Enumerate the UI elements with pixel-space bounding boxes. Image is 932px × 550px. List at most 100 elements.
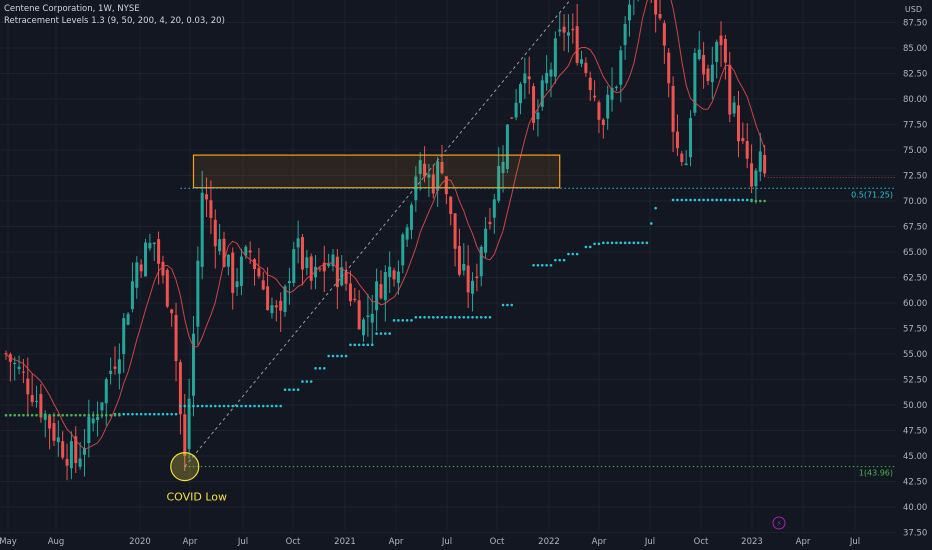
- candle-body: [540, 80, 544, 107]
- candles: [4, 0, 767, 481]
- candle-body: [35, 400, 39, 402]
- candle-body: [270, 305, 274, 314]
- trend-dot-green: [61, 413, 64, 417]
- time-tick-label: 2022: [538, 537, 560, 547]
- trend-dot-green: [754, 199, 758, 203]
- candle-body: [314, 266, 318, 278]
- trend-dot: [649, 222, 653, 225]
- candle-body: [484, 228, 488, 253]
- candle-body: [183, 414, 187, 456]
- price-tick-label: 72.50: [903, 172, 927, 182]
- trend-dot: [240, 404, 243, 408]
- candle-body: [362, 319, 366, 336]
- candle-body: [370, 313, 374, 323]
- chart-title: Centene Corporation, 1W, NYSE: [4, 4, 140, 14]
- candle-body: [117, 359, 121, 374]
- candle-body: [549, 69, 553, 77]
- candle-body: [292, 249, 296, 284]
- trend-dot: [318, 366, 322, 370]
- trend-dot: [170, 412, 173, 416]
- price-tick-label: 42.50: [903, 478, 927, 488]
- trend-dot: [453, 315, 457, 319]
- candle-body: [231, 252, 235, 293]
- trend-dot: [619, 241, 623, 245]
- candle-body: [715, 41, 719, 62]
- trend-dot: [615, 241, 618, 245]
- trend-dot: [410, 319, 413, 322]
- trend-dot: [418, 315, 422, 319]
- trend-dot: [353, 343, 357, 347]
- trend-dots: [4, 198, 766, 417]
- candle-body: [501, 161, 505, 173]
- candle-body: [109, 370, 113, 374]
- trend-dot: [213, 404, 217, 408]
- trend-dot: [549, 263, 553, 267]
- time-tick-label: Jul: [644, 537, 655, 547]
- trend-dot: [139, 412, 143, 416]
- price-tick-label: 85.00: [903, 44, 927, 54]
- currency-label: USD: [904, 5, 922, 14]
- trend-dot: [545, 263, 548, 267]
- candle-body: [444, 176, 448, 195]
- candle-body: [466, 265, 470, 293]
- trend-dot: [161, 412, 165, 416]
- trend-dot: [152, 412, 156, 416]
- trend-dot-green: [57, 413, 60, 417]
- candle-body: [239, 256, 243, 286]
- trend-dot-green: [17, 413, 21, 417]
- candle-body: [702, 55, 706, 75]
- candle-body: [723, 38, 727, 63]
- candle-body: [152, 242, 156, 245]
- candle-body: [331, 254, 335, 267]
- trend-dot-green: [13, 413, 17, 417]
- candle-body: [697, 49, 701, 60]
- price-tick-label: 47.50: [903, 427, 927, 437]
- candle-body: [379, 284, 383, 299]
- trend-dot-green: [104, 413, 108, 417]
- price-tick-label: 70.00: [903, 197, 927, 207]
- trend-dot: [423, 315, 426, 319]
- time-tick-label: Apr: [796, 537, 811, 547]
- candle-body: [266, 286, 270, 311]
- trend-dot: [562, 258, 566, 262]
- candle-body: [606, 94, 610, 119]
- trend-dot: [305, 380, 309, 383]
- indicator-legend[interactable]: Retracement Levels 1.3 (9, 50, 200, 4, 2…: [4, 16, 225, 26]
- trend-dot: [126, 412, 130, 416]
- candle-body: [492, 199, 496, 218]
- candle-body: [662, 23, 666, 46]
- trend-dot: [702, 198, 705, 202]
- trend-dot-green: [74, 413, 78, 417]
- candle-body: [344, 272, 348, 284]
- trend-dot: [706, 198, 710, 202]
- trend-dot-green: [87, 413, 91, 417]
- trend-dot: [144, 412, 147, 416]
- candle-body: [741, 137, 745, 142]
- trend-dot: [479, 315, 483, 319]
- candle-body: [545, 72, 549, 84]
- trend-dot: [205, 404, 208, 408]
- candle-body: [566, 32, 570, 36]
- candle-body: [518, 84, 522, 104]
- price-tick-label: 60.00: [903, 299, 927, 309]
- candle-body: [56, 437, 60, 443]
- candle-body: [431, 174, 435, 194]
- trend-dot: [732, 198, 736, 202]
- candle-body: [30, 395, 34, 403]
- price-tick-label: 50.00: [903, 401, 927, 411]
- candle-body: [69, 441, 73, 469]
- candle-body: [296, 238, 300, 248]
- trend-dot: [200, 404, 204, 408]
- price-tick-label: 52.50: [903, 376, 927, 386]
- candle-body: [144, 242, 148, 277]
- candle-body: [139, 264, 143, 272]
- trend-dot: [375, 332, 378, 335]
- candle-body: [187, 398, 191, 450]
- trend-dot-green: [91, 413, 95, 417]
- trend-dot: [671, 198, 675, 202]
- trend-dot: [488, 315, 492, 319]
- trend-dot: [370, 343, 374, 347]
- candle-body: [675, 131, 679, 149]
- trend-dot: [715, 198, 718, 202]
